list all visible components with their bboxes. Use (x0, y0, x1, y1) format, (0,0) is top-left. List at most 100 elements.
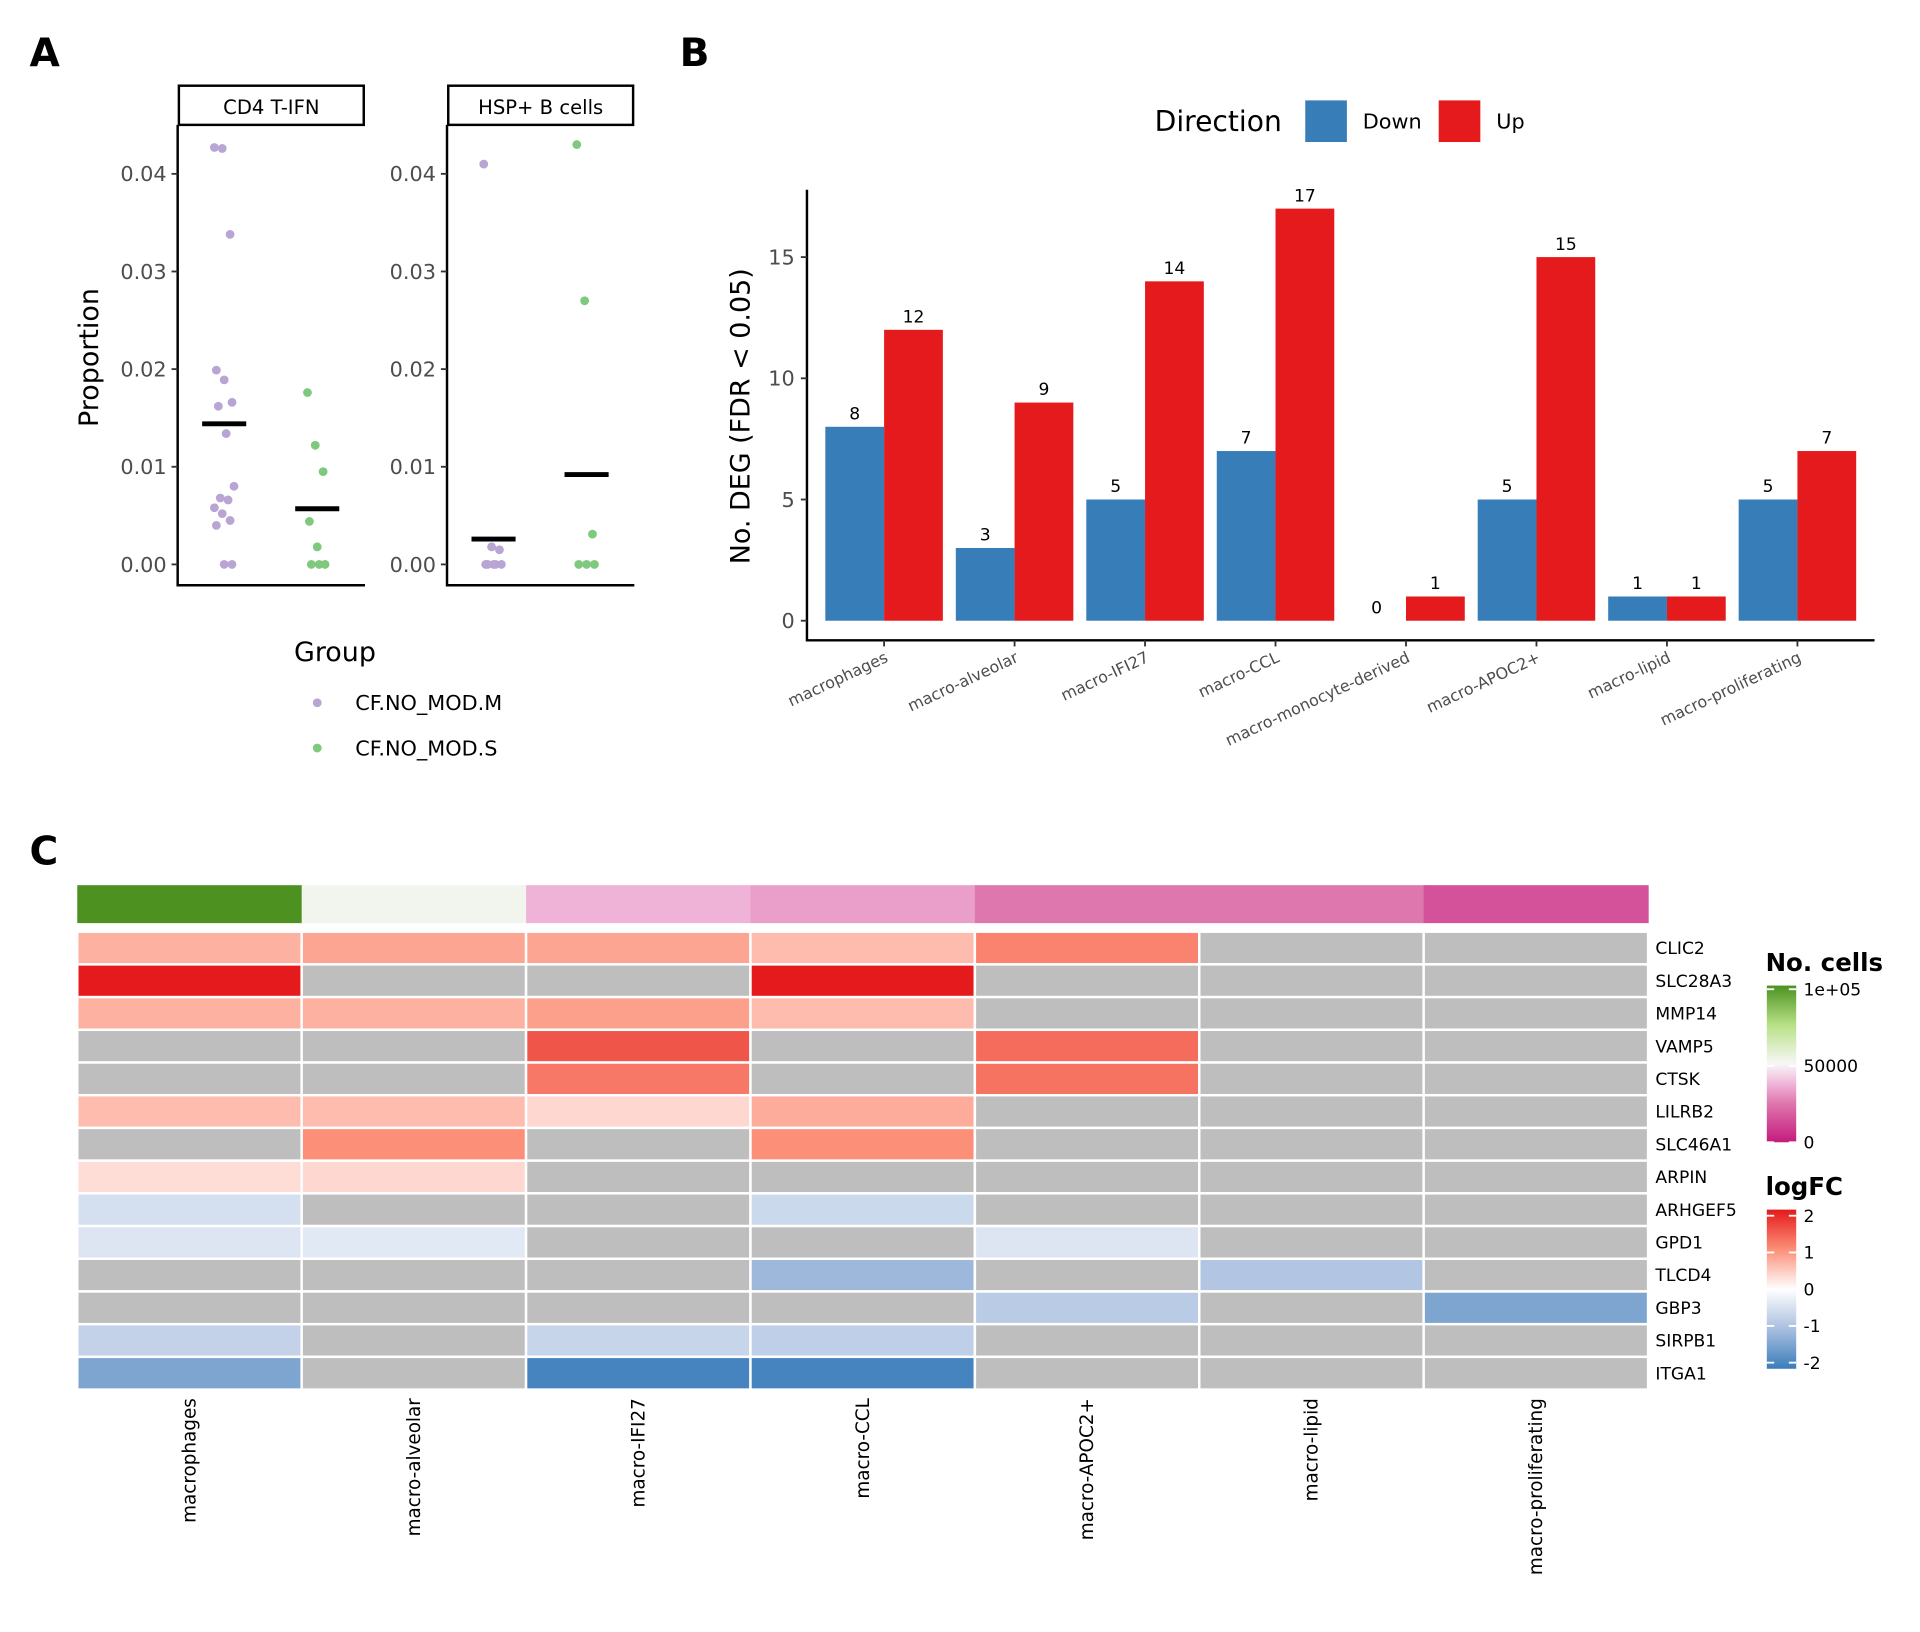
row-label: ARPIN (1655, 1168, 1707, 1188)
heatmap-cell (749, 1159, 977, 1195)
y-axis-title: No. DEG (FDR < 0.05) (725, 268, 756, 564)
heatmap-cell (1198, 1257, 1425, 1293)
heatmap-cell (1198, 930, 1425, 966)
heatmap-cell (76, 1355, 303, 1391)
heatmap-cell (1198, 1355, 1425, 1391)
facet-strip (177, 84, 365, 127)
data-point (495, 545, 504, 555)
x-tick-label: macrophages (785, 648, 891, 711)
bar-value-label: 8 (849, 404, 860, 424)
heatmap-cell (1422, 1159, 1650, 1195)
data-point (211, 520, 221, 530)
heatmap-cell (76, 1061, 303, 1097)
row-label: GBP3 (1655, 1299, 1701, 1319)
data-point (580, 296, 590, 306)
heatmap-cell (1198, 1094, 1425, 1130)
heatmap-cell (749, 1126, 977, 1162)
data-point (491, 559, 500, 569)
colorbar-tick-label: 0 (1804, 1133, 1815, 1153)
heatmap-cell (524, 995, 752, 1032)
data-point (211, 365, 221, 375)
heatmap-cell (300, 1224, 528, 1260)
heatmap-cell (524, 1224, 752, 1260)
y-axis-title: Proportion (74, 288, 105, 427)
facet-0: CD4 T-IFN 0.00 0.01 0.02 0.03 0.04 (120, 84, 365, 587)
legend-title: Group (294, 637, 376, 668)
annotation-cell (1423, 885, 1649, 924)
heatmap-cell (300, 1159, 528, 1195)
facet-strip (447, 84, 635, 127)
colorbar-tick-label: 1e+05 (1804, 980, 1862, 1000)
bar-down (1216, 451, 1276, 621)
x-tick-label: macro-proliferating (1657, 648, 1804, 730)
y-tick-label: 0.01 (120, 455, 166, 479)
colorbar-tick-label: 1 (1804, 1244, 1815, 1264)
bar-up (884, 329, 943, 621)
heatmap-cell (1198, 1224, 1425, 1260)
legend-key (312, 698, 322, 708)
data-point (217, 509, 227, 519)
heatmap-cell (300, 1028, 528, 1064)
heatmap-cell (300, 1355, 528, 1391)
x-tick-label: macro-alveolar (905, 647, 1022, 715)
heatmap-cell (300, 1257, 528, 1293)
heatmap-cell (973, 1061, 1201, 1097)
heatmap-cell (973, 1257, 1201, 1293)
y-tick-label: 0.04 (120, 162, 166, 186)
heatmap-cell (973, 930, 1201, 966)
heatmap-cell (300, 930, 528, 966)
heatmap-cell (1422, 1355, 1650, 1391)
heatmap-cell (1198, 1159, 1425, 1195)
heatmap-cell (749, 1257, 977, 1293)
heatmap-cell (1422, 930, 1650, 966)
annotation-cell (750, 885, 976, 924)
bar-value-label: 12 (903, 307, 925, 327)
heatmap-cell (76, 930, 303, 966)
annotation-cell (77, 885, 303, 924)
heatmap-cell (76, 1224, 303, 1260)
data-point (479, 159, 489, 169)
data-point (487, 542, 496, 552)
heatmap-cell (973, 1192, 1201, 1228)
logfc-legend-title: logFC (1766, 1172, 1843, 1201)
data-point (227, 397, 237, 407)
heatmap-cell (749, 1322, 977, 1359)
bar-value-label: 7 (1241, 429, 1252, 449)
y-tick-label: 15 (768, 245, 794, 269)
bar-down (1477, 499, 1537, 621)
data-point (572, 140, 582, 149)
legend-key-down (1305, 100, 1347, 143)
legend-label: CF.NO_MOD.M (355, 691, 502, 715)
data-point (574, 559, 584, 569)
bar-up (1145, 281, 1204, 621)
colorbar-tick-label: -1 (1804, 1317, 1821, 1337)
no-cells-colorbar (1766, 985, 1797, 1143)
data-point (310, 440, 320, 450)
data-point (213, 401, 223, 411)
y-tick-label: 0 (781, 609, 794, 633)
heatmap-cell (1198, 995, 1425, 1032)
x-tick-label: macro-APOC2+ (1423, 648, 1543, 717)
heatmap-cell (76, 1028, 303, 1064)
heatmap-cell (973, 1028, 1201, 1064)
heatmap-cell (524, 1192, 752, 1228)
legend-key-up (1438, 100, 1481, 143)
column-label: macro-APOC2+ (1077, 1398, 1098, 1540)
heatmap-cell (1198, 1192, 1425, 1228)
bar-up (1275, 208, 1335, 621)
y-tick-label: 0.00 (120, 553, 166, 577)
row-label: ARHGEF5 (1655, 1201, 1736, 1221)
bar-down (955, 547, 1015, 621)
row-label: GPD1 (1655, 1234, 1703, 1254)
data-point (227, 559, 237, 569)
y-tick-label: 0.04 (390, 162, 436, 186)
heatmap-cell (1422, 1028, 1650, 1064)
heatmap-cell (524, 1094, 752, 1130)
data-point (582, 559, 591, 569)
panel-label-c: C (30, 829, 59, 874)
data-point (209, 503, 219, 513)
heatmap-cell (524, 1159, 752, 1195)
heatmap-cell (76, 1126, 303, 1162)
heatmap-cell (973, 995, 1201, 1032)
bar-value-label: 14 (1164, 259, 1186, 279)
